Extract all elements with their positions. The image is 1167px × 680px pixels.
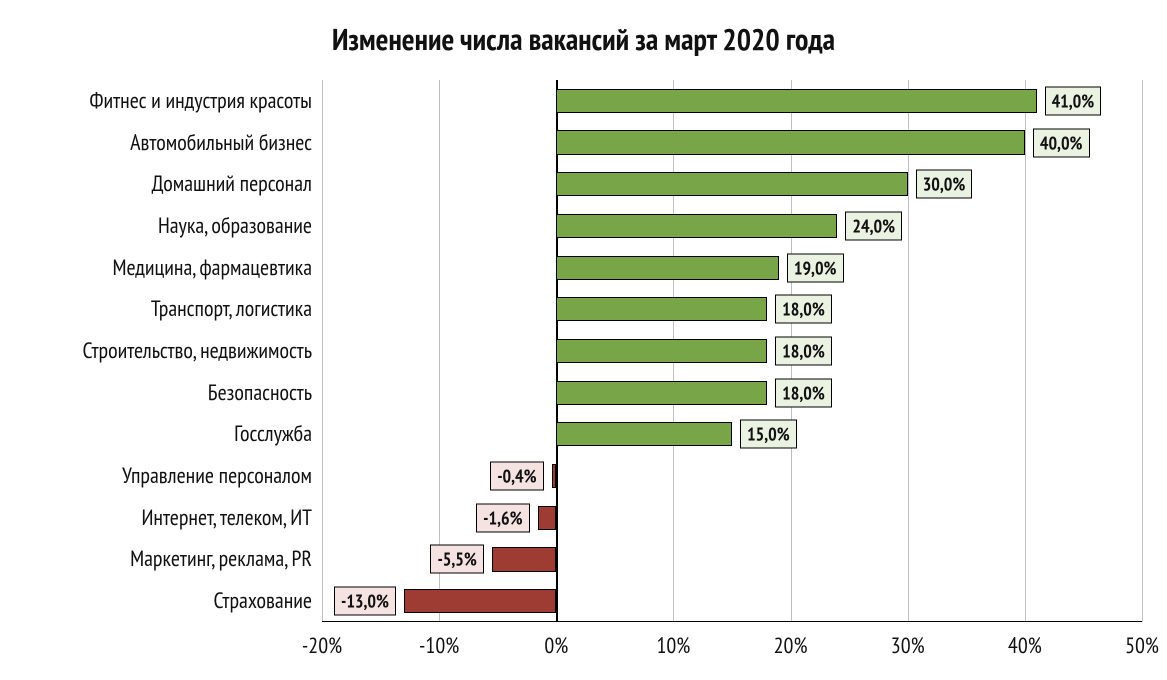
bar bbox=[556, 172, 907, 196]
gridline bbox=[322, 80, 323, 622]
category-label: Управление персоналом bbox=[122, 462, 322, 490]
bar bbox=[556, 422, 732, 446]
chart-title: Изменение числа вакансий за март 2020 го… bbox=[0, 20, 1167, 59]
category-label: Наука, образование bbox=[158, 212, 322, 240]
value-label: -0,4% bbox=[490, 462, 543, 491]
value-label: -13,0% bbox=[334, 587, 396, 616]
x-tick-label: 30% bbox=[891, 622, 925, 660]
value-label: -5,5% bbox=[430, 545, 483, 574]
category-label: Госслужба bbox=[234, 420, 322, 448]
value-label: 30,0% bbox=[916, 170, 973, 199]
x-tick-label: -10% bbox=[419, 622, 459, 660]
x-tick-label: 40% bbox=[1008, 622, 1042, 660]
bar bbox=[556, 381, 767, 405]
value-label: 19,0% bbox=[787, 253, 844, 282]
value-label: 18,0% bbox=[775, 337, 832, 366]
value-label: 18,0% bbox=[775, 295, 832, 324]
category-label: Строительство, недвижимость bbox=[83, 337, 322, 365]
gridline bbox=[908, 80, 909, 622]
bar-chart: Изменение числа вакансий за март 2020 го… bbox=[0, 0, 1167, 680]
bar bbox=[556, 130, 1025, 154]
value-label: 24,0% bbox=[845, 211, 902, 240]
plot-area: -20%-10%0%10%20%30%40%50%Фитнес и индуст… bbox=[322, 80, 1142, 622]
x-axis-line bbox=[322, 621, 1142, 622]
bar bbox=[556, 256, 779, 280]
value-label: 40,0% bbox=[1033, 128, 1090, 157]
category-label: Автомобильный бизнес bbox=[130, 129, 322, 157]
x-tick-label: -20% bbox=[302, 622, 342, 660]
category-label: Медицина, фармацевтика bbox=[112, 254, 322, 282]
bar bbox=[556, 214, 837, 238]
bar bbox=[492, 547, 556, 571]
value-label: 41,0% bbox=[1045, 86, 1102, 115]
value-label: -1,6% bbox=[476, 503, 529, 532]
category-label: Страхование bbox=[213, 587, 322, 615]
bar bbox=[556, 89, 1036, 113]
bar bbox=[556, 297, 767, 321]
category-label: Домашний персонал bbox=[152, 170, 322, 198]
category-label: Безопасность bbox=[208, 379, 322, 407]
value-label: 15,0% bbox=[740, 420, 797, 449]
x-tick-label: 10% bbox=[657, 622, 691, 660]
gridline bbox=[439, 80, 440, 622]
bar bbox=[552, 464, 557, 488]
category-label: Фитнес и индустрия красоты bbox=[90, 87, 322, 115]
x-tick-label: 50% bbox=[1125, 622, 1159, 660]
gridline bbox=[1025, 80, 1026, 622]
bar bbox=[538, 506, 557, 530]
bar bbox=[404, 589, 556, 613]
bar bbox=[556, 339, 767, 363]
value-label: 18,0% bbox=[775, 378, 832, 407]
gridline bbox=[1142, 80, 1143, 622]
category-label: Транспорт, логистика bbox=[151, 295, 322, 323]
category-label: Маркетинг, реклама, PR bbox=[130, 545, 322, 573]
category-label: Интернет, телеком, ИТ bbox=[141, 504, 322, 532]
x-tick-label: 20% bbox=[774, 622, 808, 660]
x-tick-label: 0% bbox=[544, 622, 568, 660]
